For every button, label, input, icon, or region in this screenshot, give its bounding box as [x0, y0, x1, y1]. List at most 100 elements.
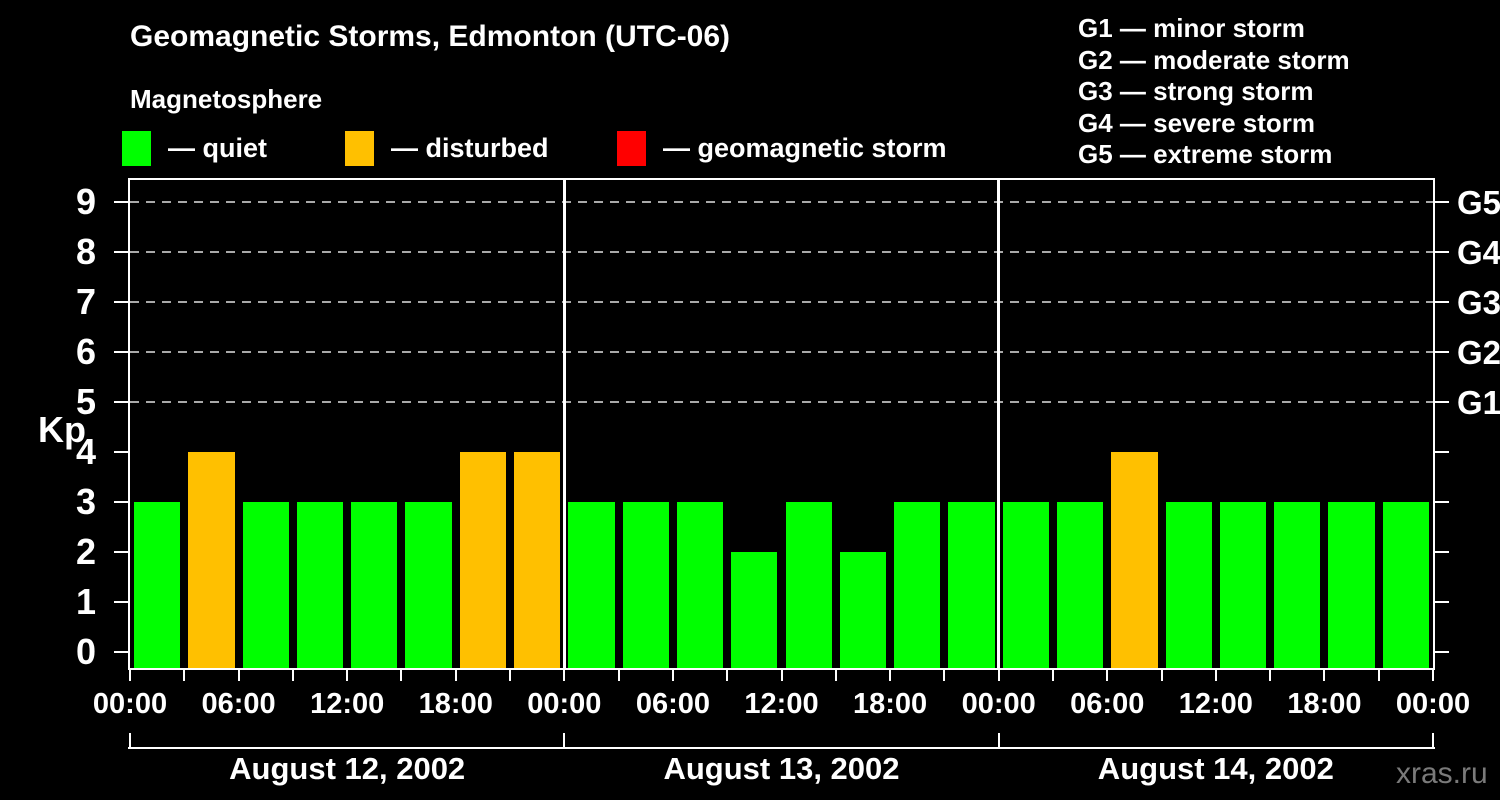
x-axis-tick — [1269, 668, 1272, 681]
y-axis-tick — [114, 501, 130, 503]
y-tick-label: 2 — [75, 531, 96, 572]
x-axis-tick — [943, 668, 946, 681]
x-axis-tick — [889, 668, 892, 681]
x-axis-tick — [1160, 668, 1163, 681]
kp-bar — [568, 502, 615, 668]
storm-scale-item-g4: G4 — severe storm — [1078, 107, 1316, 138]
legend-item-storm: — geomagnetic storm — [617, 131, 947, 166]
y-axis-tick — [1433, 451, 1449, 453]
y-axis-tick — [114, 651, 130, 653]
storm-scale-legend: G1 — minor storm G2 — moderate storm G3 … — [1078, 13, 1350, 171]
legend-item-disturbed: — disturbed — [345, 131, 549, 166]
disturbed-color-swatch — [345, 131, 374, 166]
x-axis-tick — [780, 668, 783, 681]
kp-bar — [785, 502, 832, 668]
y-axis-tick — [1433, 351, 1449, 353]
x-axis-tick — [726, 668, 729, 681]
y-axis-tick — [114, 351, 130, 353]
y-tick-label: 1 — [75, 581, 96, 622]
x-axis-tick — [237, 668, 240, 681]
time-label: 12:00 — [310, 688, 385, 720]
y-tick-label: 5 — [75, 381, 96, 422]
x-axis-tick — [1214, 668, 1217, 681]
storm-scale-item-g3: G3 — strong storm — [1078, 76, 1314, 106]
time-label: 00:00 — [961, 688, 1036, 720]
y-tick-label: 0 — [75, 631, 96, 672]
y-tick-label: 7 — [75, 281, 96, 322]
y-axis-tick — [1433, 401, 1449, 403]
x-axis-tick — [1432, 668, 1434, 681]
grid-line — [130, 201, 1433, 203]
time-label: 06:00 — [1070, 688, 1145, 720]
y-axis-tick — [1433, 601, 1449, 603]
kp-bar — [459, 452, 507, 668]
kp-bar — [514, 452, 561, 668]
y-axis-tick — [1433, 251, 1449, 253]
date-label: August 12, 2002 — [229, 751, 466, 786]
y-axis-tick — [1433, 201, 1449, 203]
kp-bar — [1274, 502, 1321, 668]
x-axis-tick — [1106, 668, 1109, 681]
grid-line — [130, 251, 1433, 253]
kp-bar — [405, 502, 452, 668]
kp-bar — [1165, 502, 1212, 668]
grid-line — [130, 401, 1433, 403]
time-label: 00:00 — [92, 688, 168, 720]
date-bracket-tick — [1432, 733, 1434, 749]
kp-bar — [839, 552, 887, 668]
x-axis-tick — [617, 668, 620, 681]
y-axis-tick — [1433, 551, 1449, 553]
y-axis-tick — [114, 601, 130, 603]
kp-bar — [296, 502, 344, 668]
x-axis-tick — [671, 668, 674, 681]
x-axis-tick — [454, 668, 457, 681]
time-label: 12:00 — [1178, 688, 1253, 720]
kp-bar — [1382, 502, 1429, 668]
x-axis-tick — [129, 668, 131, 681]
x-axis-tick — [1323, 668, 1326, 681]
kp-bar — [1111, 452, 1158, 668]
x-axis-tick — [400, 668, 403, 681]
time-label: 06:00 — [635, 688, 710, 720]
date-bracket-tick — [129, 733, 131, 749]
y-tick-label: 6 — [75, 331, 96, 372]
g-scale-label: G2 — [1457, 334, 1500, 371]
y-tick-label: 9 — [75, 181, 96, 222]
x-axis-tick — [346, 668, 349, 681]
storm-scale-item-g1: G1 — minor storm — [1078, 13, 1305, 43]
y-axis-tick — [114, 551, 130, 553]
kp-bar — [1328, 502, 1375, 668]
chart-subtitle: Magnetosphere — [130, 84, 323, 114]
g-scale-label: G3 — [1457, 284, 1500, 321]
g-scale-label: G4 — [1457, 234, 1500, 271]
kp-bar — [134, 502, 181, 668]
y-axis-tick — [114, 401, 130, 403]
y-axis-tick — [1433, 651, 1449, 653]
date-label: August 14, 2002 — [1097, 751, 1334, 786]
time-label: 18:00 — [418, 688, 493, 720]
date-label: August 13, 2002 — [663, 751, 900, 786]
time-label: 06:00 — [201, 688, 276, 720]
time-label: 00:00 — [1395, 688, 1471, 720]
legend-label-quiet: — quiet — [168, 133, 267, 163]
y-axis-tick — [114, 251, 130, 253]
x-axis-tick — [997, 668, 1000, 681]
legend-label-disturbed: — disturbed — [391, 133, 549, 163]
date-bracket-tick — [563, 733, 566, 749]
storm-color-swatch — [617, 131, 646, 166]
watermark: xras.ru — [1396, 757, 1488, 790]
y-tick-label: 3 — [75, 481, 96, 522]
y-axis-tick — [114, 201, 130, 203]
x-axis-tick — [291, 668, 294, 681]
y-axis-label: Kp — [38, 409, 86, 450]
time-label: 12:00 — [744, 688, 819, 720]
storm-scale-item-g2: G2 — moderate storm — [1078, 44, 1350, 75]
y-axis-tick — [1433, 301, 1449, 303]
x-axis-tick — [563, 668, 566, 681]
quiet-color-swatch — [122, 131, 151, 166]
legend-item-quiet: — quiet — [122, 131, 267, 166]
kp-bar — [1056, 502, 1104, 668]
page-title: Geomagnetic Storms, Edmonton (UTC-06) — [130, 20, 731, 53]
kp-bar — [351, 502, 398, 668]
